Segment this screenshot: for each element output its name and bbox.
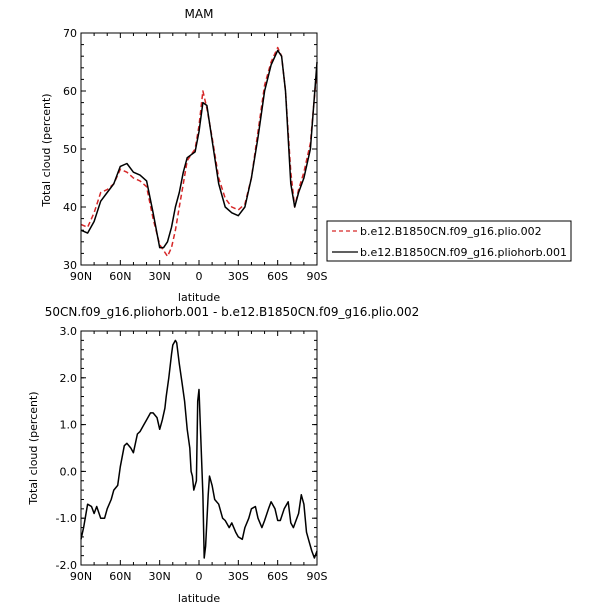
x-tick-label: 0 xyxy=(196,270,203,283)
bottom-chart: 50CN.f09_g16.pliohorb.001 - b.e12.B1850C… xyxy=(27,305,419,605)
x-tick-label: 60S xyxy=(267,570,288,583)
y-tick-label: 3.0 xyxy=(60,325,78,338)
top-chart-frame xyxy=(80,32,318,266)
legend-label-pliohorb: b.e12.B1850CN.f09_g16.pliohorb.001 xyxy=(360,246,567,259)
x-tick-label: 30N xyxy=(149,270,171,283)
y-tick-label: 2.0 xyxy=(60,372,78,385)
series-line-0 xyxy=(80,339,318,559)
top-chart-xlabel: latitude xyxy=(178,291,220,304)
bottom-chart-frame xyxy=(80,330,318,566)
legend-label-plio: b.e12.B1850CN.f09_g16.plio.002 xyxy=(360,225,542,238)
y-tick-label: 40 xyxy=(63,201,77,214)
y-tick-label: 60 xyxy=(63,85,77,98)
x-tick-label: 90N xyxy=(70,570,92,583)
y-tick-label: 1.0 xyxy=(60,419,78,432)
top-chart-ylabel: Total cloud (percent) xyxy=(40,93,53,207)
bottom-chart-title: 50CN.f09_g16.pliohorb.001 - b.e12.B1850C… xyxy=(45,305,420,319)
x-tick-label: 0 xyxy=(196,570,203,583)
y-tick-label: 30 xyxy=(63,259,77,272)
series-line-1 xyxy=(80,49,318,249)
y-tick-label: -1.0 xyxy=(56,512,77,525)
x-tick-label: 90S xyxy=(307,570,328,583)
x-tick-label: 90N xyxy=(70,270,92,283)
x-tick-label: 30N xyxy=(149,570,171,583)
x-tick-label: 60S xyxy=(267,270,288,283)
legend: b.e12.B1850CN.f09_g16.plio.002 b.e12.B18… xyxy=(326,220,572,262)
legend-box xyxy=(326,220,572,262)
x-tick-label: 60N xyxy=(109,570,131,583)
top-chart-title: MAM xyxy=(185,7,214,21)
y-tick-label: 70 xyxy=(63,27,77,40)
series-line-0 xyxy=(80,46,318,258)
x-tick-label: 60N xyxy=(109,270,131,283)
x-tick-label: 30S xyxy=(228,570,249,583)
bottom-chart-ylabel: Total cloud (percent) xyxy=(27,391,40,505)
bottom-chart-xlabel: latitude xyxy=(178,592,220,605)
y-tick-label: 50 xyxy=(63,143,77,156)
top-chart: MAM Total cloud (percent) latitude 90N 60… xyxy=(40,7,328,304)
y-tick-label: 0.0 xyxy=(60,465,78,478)
x-tick-label: 90S xyxy=(307,270,328,283)
y-tick-label: -2.0 xyxy=(56,559,77,572)
x-tick-label: 30S xyxy=(228,270,249,283)
